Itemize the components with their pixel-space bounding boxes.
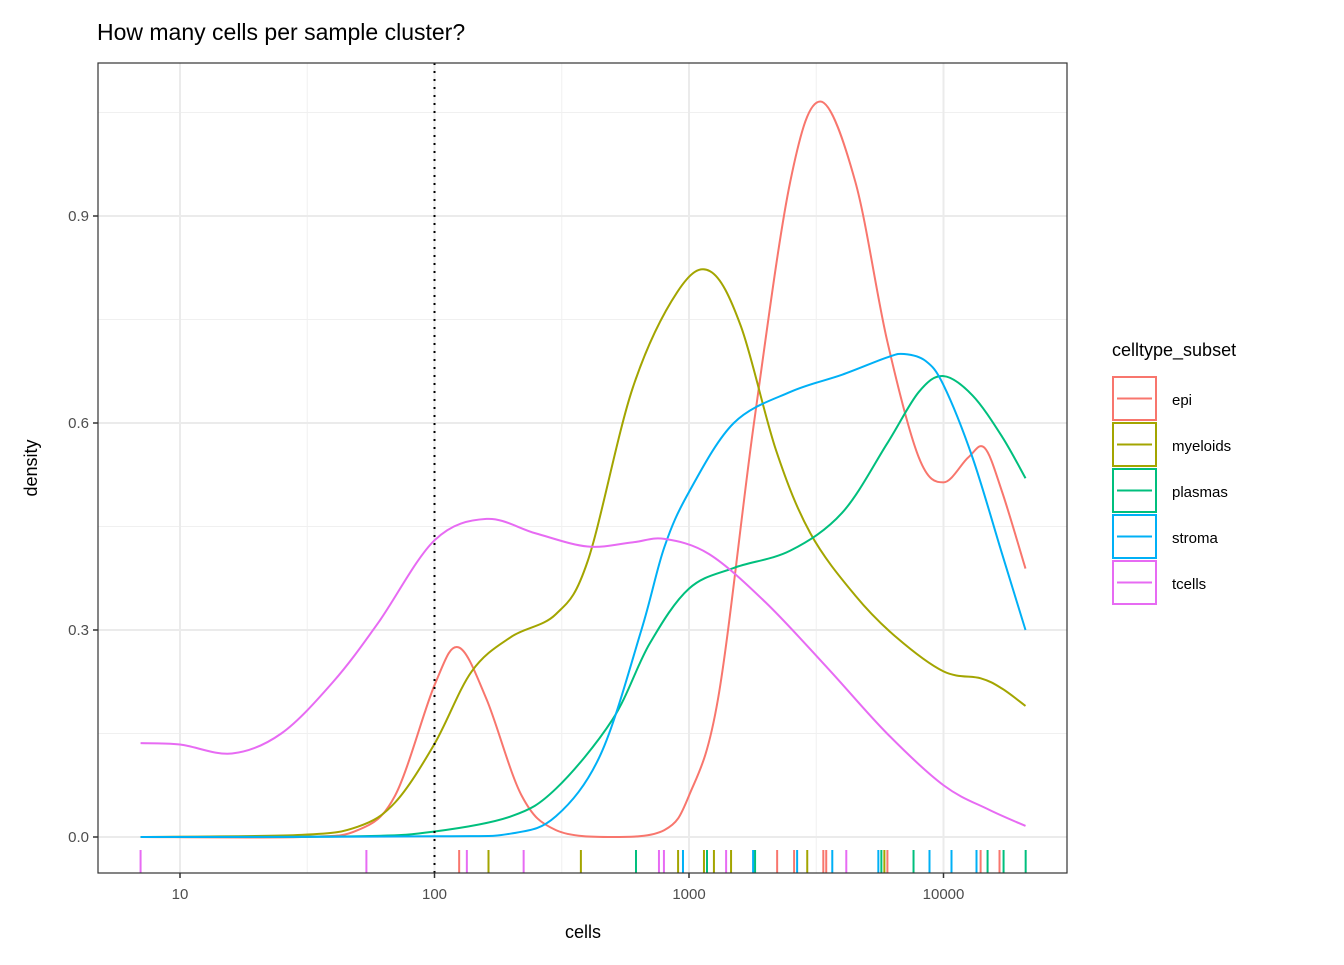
density-curve-myeloids: [140, 268, 1027, 838]
axes: 10 100 1000 10000 0.0 0.3 0.6 0.9: [68, 62, 1068, 903]
plot-panel: [98, 63, 1067, 873]
legend-label-tcells: tcells: [1172, 576, 1206, 593]
y-tick-label: 0.9: [68, 208, 89, 225]
x-axis-label: cells: [565, 922, 601, 942]
x-tick-label: 10000: [923, 886, 965, 903]
density-curve-epi: [140, 100, 1027, 839]
x-tick-label: 10: [172, 886, 189, 903]
y-tick-label: 0.6: [68, 415, 89, 432]
density-curve-tcells: [140, 517, 1026, 827]
legend-title: celltype_subset: [1112, 340, 1236, 361]
legend-label-plasmas: plasmas: [1172, 484, 1228, 501]
y-tick-label: 0.0: [68, 829, 89, 846]
x-tick-label: 1000: [672, 886, 705, 903]
density-curve-stroma: [140, 352, 1027, 838]
y-tick-label: 0.3: [68, 622, 89, 639]
legend: celltype_subset epi myeloids plasmas stroma…: [1112, 340, 1236, 605]
chart-title: How many cells per sample cluster?: [97, 19, 465, 45]
panel-border: [97, 62, 1068, 874]
panel-background: [98, 63, 1067, 873]
legend-label-stroma: stroma: [1172, 530, 1219, 547]
density-curve-plasmas: [140, 375, 1027, 838]
x-tick-label: 100: [422, 886, 447, 903]
y-axis-label: density: [21, 439, 41, 496]
legend-label-myeloids: myeloids: [1172, 438, 1231, 455]
legend-label-epi: epi: [1172, 392, 1192, 409]
plot-marks: [139, 63, 1027, 873]
